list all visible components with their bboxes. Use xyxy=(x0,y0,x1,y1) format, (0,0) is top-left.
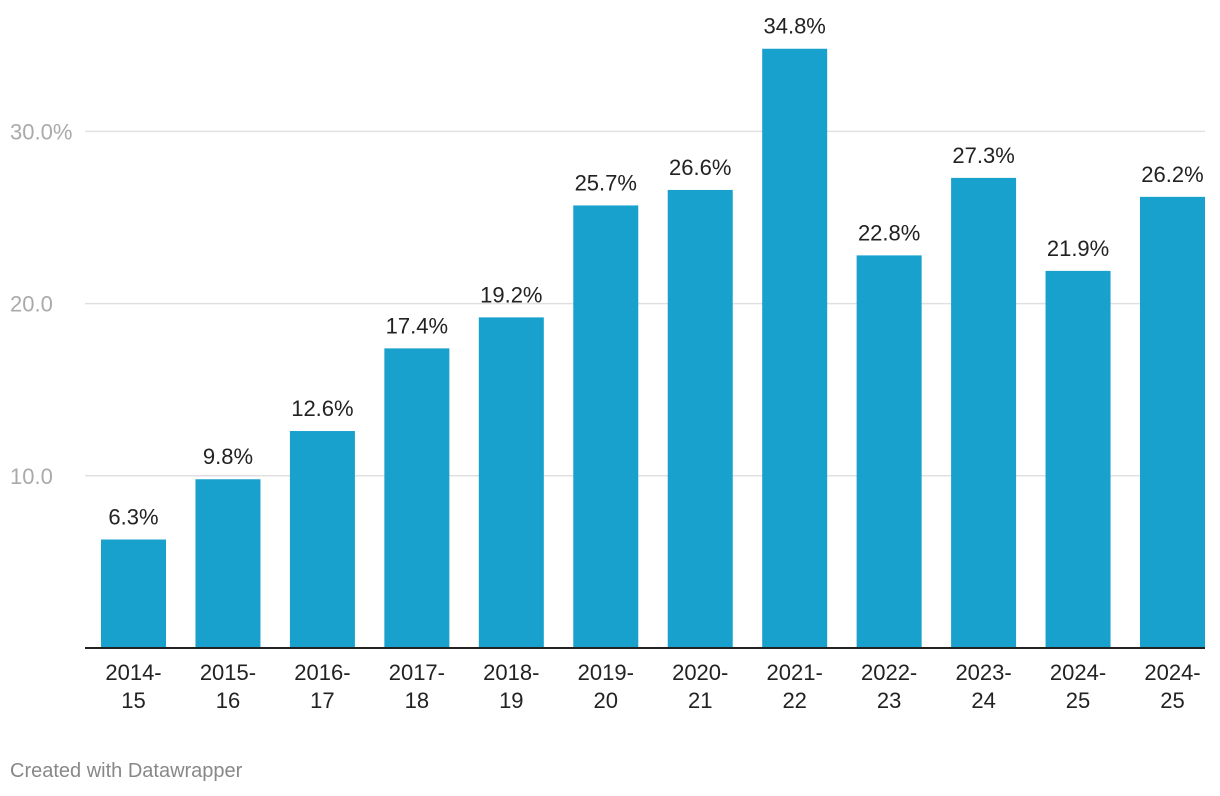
x-tick-label: 2019-20 xyxy=(578,660,634,713)
bar-value-label: 21.9% xyxy=(1047,236,1109,261)
bar xyxy=(101,539,166,648)
x-tick-label: 2015-16 xyxy=(200,660,256,713)
bar xyxy=(667,189,733,648)
bar xyxy=(1045,270,1111,648)
bar xyxy=(478,317,544,648)
bar-value-label: 26.6% xyxy=(669,155,731,180)
x-tick-label: 2016-17 xyxy=(294,660,350,713)
x-tick-label: 2014-15 xyxy=(105,660,161,713)
x-tick-label: 2022-23 xyxy=(861,660,917,713)
y-tick-label: 30.0% xyxy=(10,119,72,144)
bar-chart: 10.0 20.0 30.0% 6.3% 2014-15 9.8% 2015-16 12.6%… xyxy=(10,14,1205,713)
bar xyxy=(1140,196,1205,648)
x-tick-label: 2024-25 xyxy=(1144,660,1200,713)
credit-text[interactable]: Created with Datawrapper xyxy=(10,760,243,782)
bar xyxy=(289,431,355,648)
bar xyxy=(573,205,639,649)
bar-value-label: 6.3% xyxy=(108,505,158,530)
bar-value-label: 22.8% xyxy=(858,220,920,245)
y-tick-label: 20.0 xyxy=(10,292,53,317)
bar xyxy=(384,348,450,648)
bar-value-label: 12.6% xyxy=(291,396,353,421)
bar-value-label: 34.8% xyxy=(763,14,825,39)
x-tick-label: 2017-18 xyxy=(389,660,445,713)
bar-value-label: 25.7% xyxy=(575,170,637,195)
bar xyxy=(195,479,261,648)
x-tick-label: 2021-22 xyxy=(767,660,823,713)
bar-value-label: 27.3% xyxy=(952,143,1014,168)
y-tick-label: 10.0 xyxy=(10,464,53,489)
bar-value-label: 26.2% xyxy=(1141,162,1203,187)
bar-value-label: 9.8% xyxy=(203,444,253,469)
bar xyxy=(762,48,828,648)
bar xyxy=(856,255,922,648)
x-tick-label: 2020-21 xyxy=(672,660,728,713)
x-tick-label: 2023-24 xyxy=(955,660,1011,713)
bar-value-label: 17.4% xyxy=(386,313,448,338)
x-tick-label: 2018-19 xyxy=(483,660,539,713)
bar xyxy=(951,177,1017,649)
x-tick-label: 2024-25 xyxy=(1050,660,1106,713)
bar-value-label: 19.2% xyxy=(480,282,542,307)
